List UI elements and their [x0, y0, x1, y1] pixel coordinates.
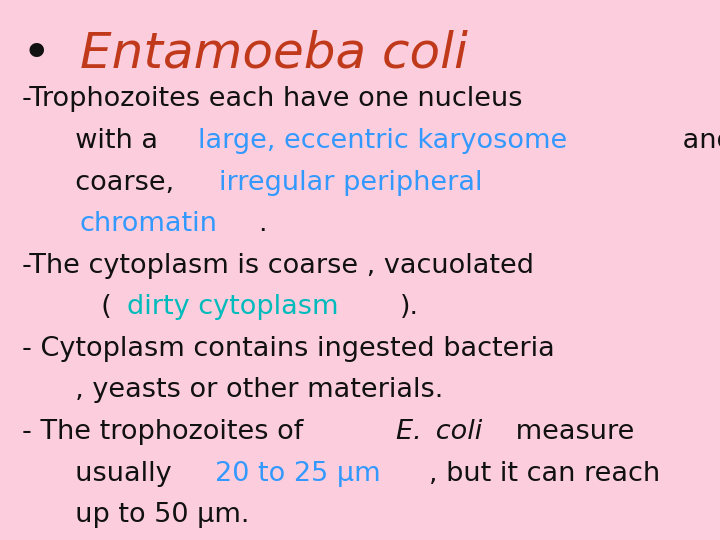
Text: with a: with a: [58, 128, 166, 154]
Text: usually: usually: [58, 461, 180, 487]
Text: - The trophozoites of: - The trophozoites of: [22, 419, 312, 445]
Text: measure: measure: [507, 419, 634, 445]
Text: (: (: [58, 294, 112, 320]
Text: -Trophozoites each have one nucleus: -Trophozoites each have one nucleus: [22, 86, 522, 112]
Text: dirty cytoplasm: dirty cytoplasm: [127, 294, 338, 320]
Text: ).: ).: [400, 294, 419, 320]
Text: •: •: [22, 30, 67, 78]
Text: E.  coli: E. coli: [395, 419, 482, 445]
Text: - Cytoplasm contains ingested bacteria: - Cytoplasm contains ingested bacteria: [22, 336, 554, 362]
Text: and: and: [674, 128, 720, 154]
Text: irregular peripheral: irregular peripheral: [219, 170, 482, 195]
Text: Entamoeba coli: Entamoeba coli: [80, 30, 468, 78]
Text: chromatin: chromatin: [80, 211, 217, 237]
Text: 20 to 25 μm: 20 to 25 μm: [215, 461, 381, 487]
Text: coarse,: coarse,: [58, 170, 182, 195]
Text: , yeasts or other materials.: , yeasts or other materials.: [58, 377, 443, 403]
Text: , but it can reach: , but it can reach: [429, 461, 660, 487]
Text: large, eccentric karyosome: large, eccentric karyosome: [198, 128, 567, 154]
Text: up to 50 μm.: up to 50 μm.: [58, 502, 249, 528]
Text: -The cytoplasm is coarse , vacuolated: -The cytoplasm is coarse , vacuolated: [22, 253, 534, 279]
Text: .: .: [258, 211, 266, 237]
